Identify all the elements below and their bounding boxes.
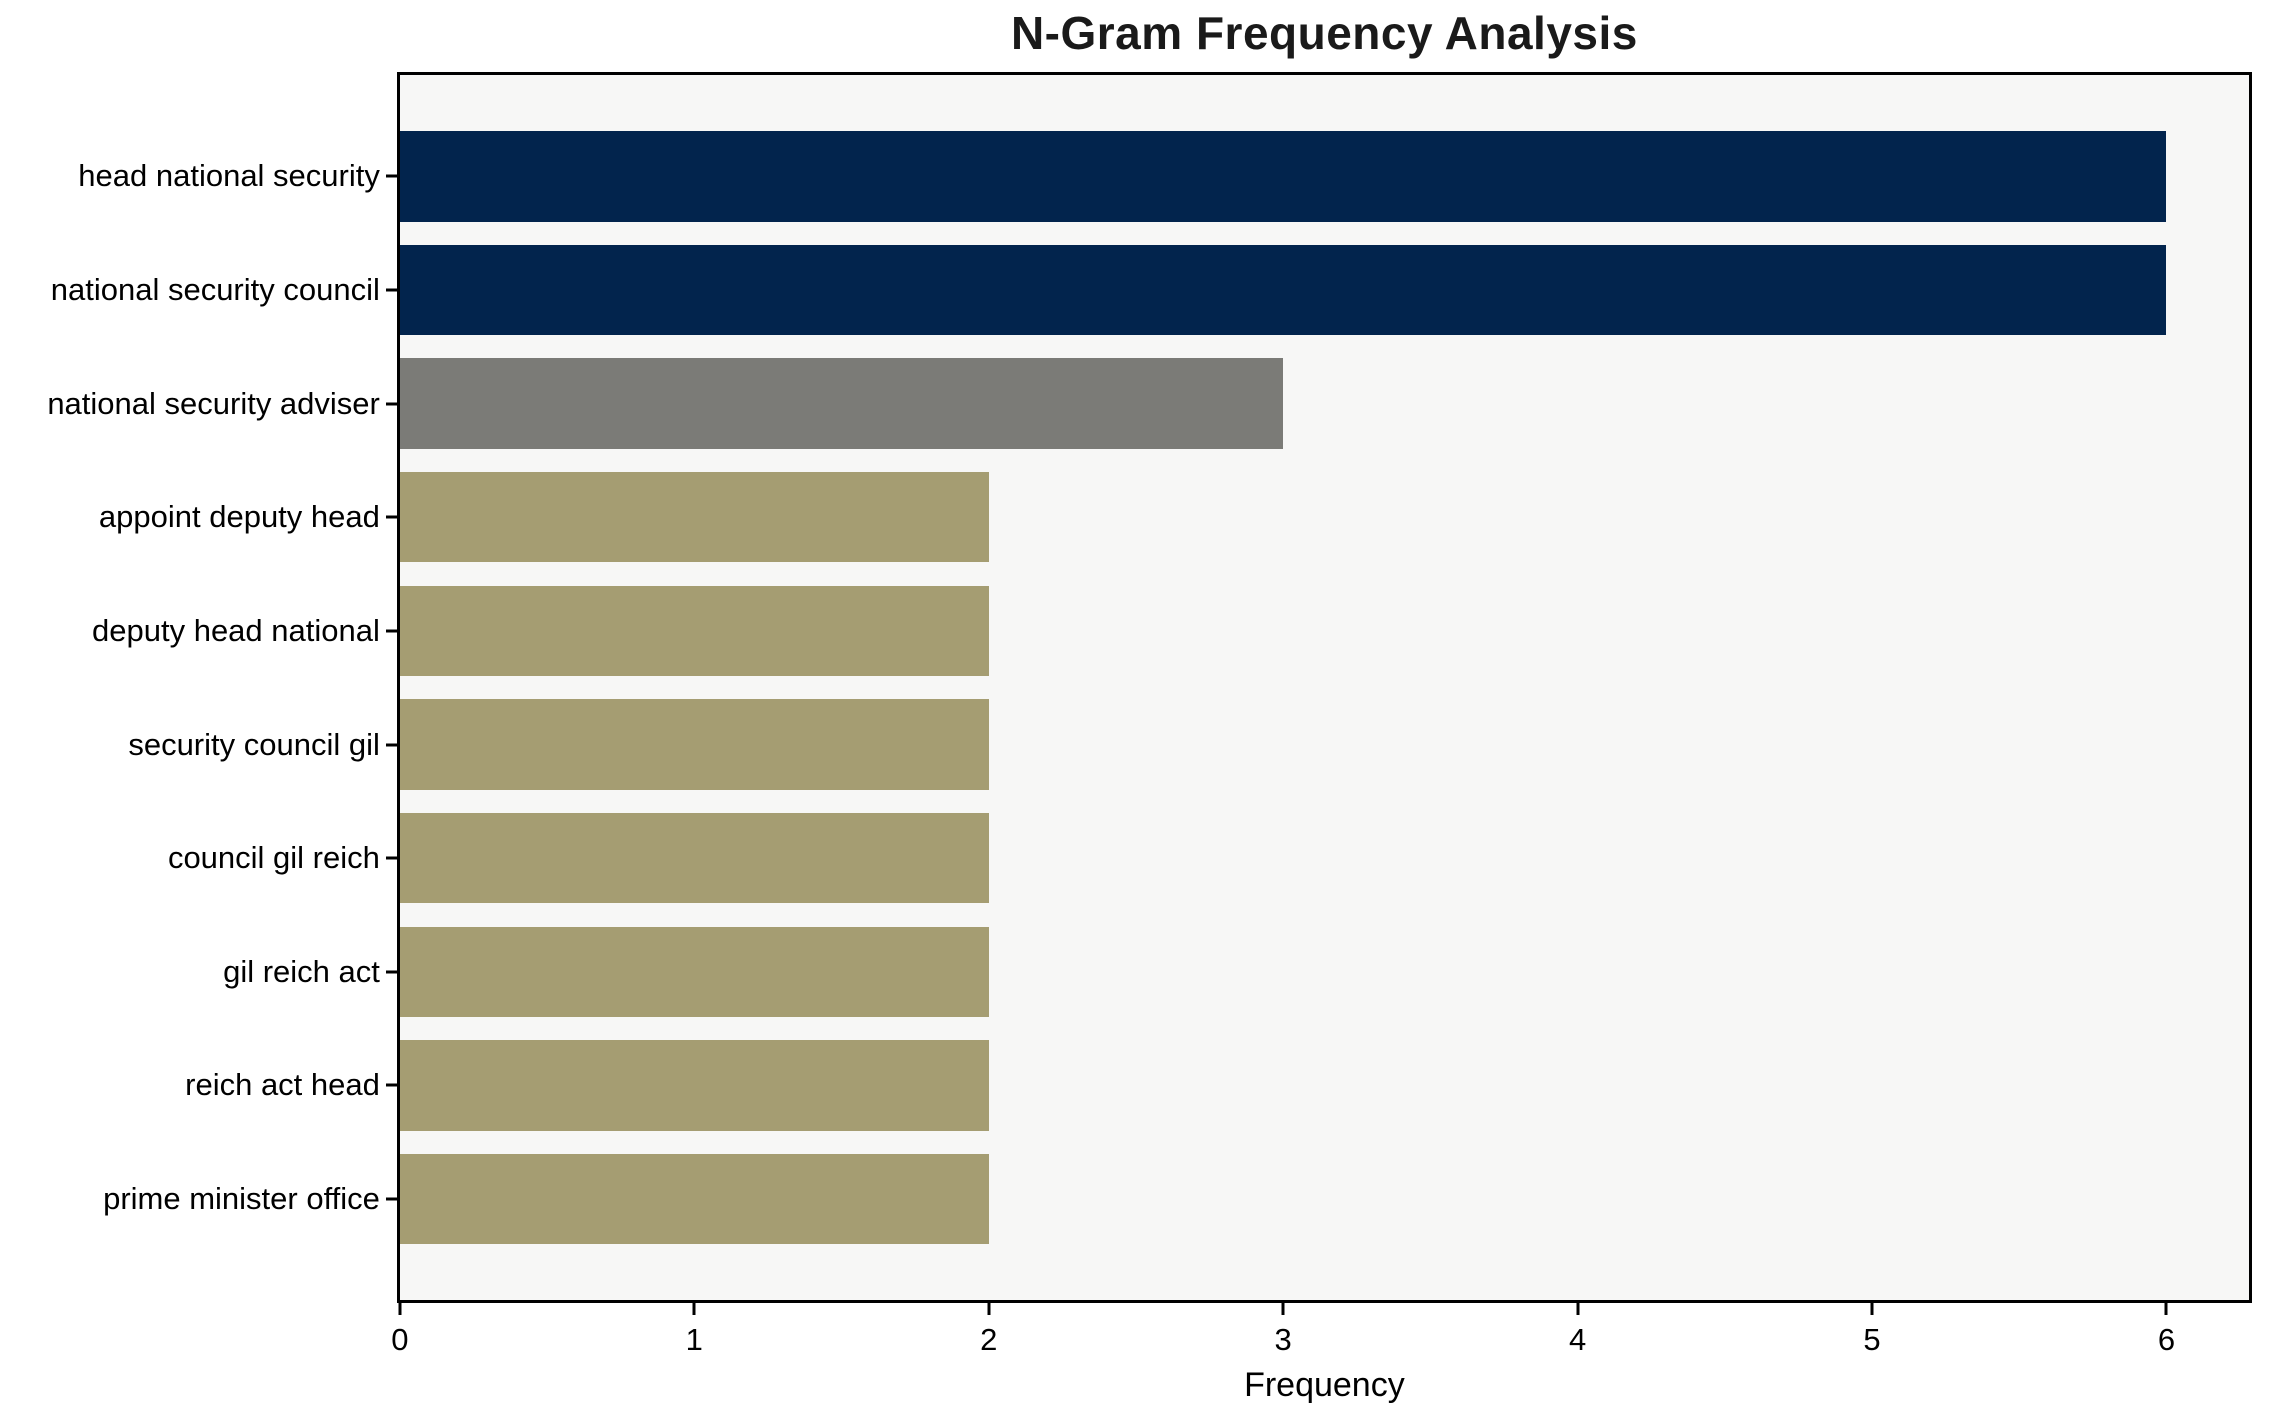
y-axis-label: council gil reich — [167, 840, 380, 876]
y-axis-label: national security council — [50, 271, 380, 307]
y-axis-tick — [385, 1197, 398, 1201]
y-axis-label: gil reich act — [223, 953, 380, 989]
y-axis-tick — [385, 1083, 398, 1087]
x-axis-label: Frequency — [1244, 1366, 1405, 1404]
bar — [399, 1153, 989, 1245]
bar — [399, 1040, 989, 1131]
x-axis-tick — [1870, 1301, 1874, 1315]
x-axis-tick — [398, 1301, 402, 1315]
y-axis-label: prime minister office — [103, 1181, 380, 1217]
bar — [399, 812, 989, 904]
x-axis-tick-label: 5 — [1863, 1321, 1881, 1357]
y-axis-label: head national security — [78, 158, 380, 194]
bar — [399, 358, 1284, 449]
x-axis-tick-label: 6 — [2157, 1321, 2176, 1357]
y-axis-label: national security adviser — [47, 385, 380, 421]
x-axis-tick-label: 4 — [1568, 1321, 1587, 1357]
x-axis-tick — [692, 1301, 696, 1315]
x-axis-tick — [1281, 1301, 1285, 1315]
x-axis-tick — [2164, 1301, 2168, 1315]
bar — [399, 585, 989, 677]
x-axis-tick — [987, 1301, 991, 1315]
y-axis-tick — [385, 856, 398, 860]
x-axis-tick — [1576, 1301, 1580, 1315]
y-axis-label: appoint deputy head — [98, 499, 380, 535]
y-axis-tick — [385, 402, 398, 406]
x-axis-tick-label: 3 — [1274, 1321, 1292, 1357]
bars-layer: head national security national security … — [47, 75, 2249, 1300]
y-axis-label: deputy head national — [92, 612, 380, 648]
y-axis-tick — [385, 515, 398, 519]
y-axis-tick — [385, 174, 398, 178]
y-axis-tick — [385, 743, 398, 746]
y-axis-label: security council gil — [128, 726, 380, 762]
bar — [399, 471, 989, 563]
y-axis-tick — [385, 629, 398, 633]
x-axis-tick-label: 2 — [980, 1321, 998, 1357]
chart-title: N-Gram Frequency Analysis — [1010, 7, 1638, 59]
bar — [399, 131, 2167, 222]
y-axis-tick — [385, 288, 398, 292]
x-axis-tick-label: 0 — [391, 1321, 409, 1357]
x-axis-tick-label: 1 — [685, 1321, 703, 1357]
plot-area: head national security national security … — [47, 71, 2252, 1357]
y-axis-tick — [385, 970, 398, 974]
bar — [399, 926, 989, 1018]
bar — [399, 699, 989, 790]
y-axis-label: reich act head — [185, 1067, 380, 1103]
bar — [399, 244, 2167, 336]
